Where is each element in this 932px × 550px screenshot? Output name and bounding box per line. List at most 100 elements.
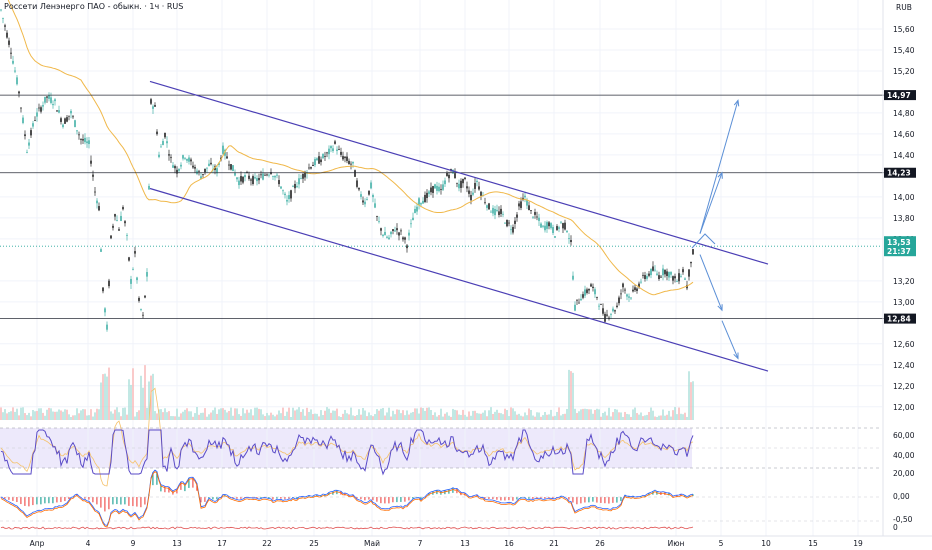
volume-bar: [252, 415, 254, 420]
candle-body: [404, 237, 406, 240]
candle-body: [126, 235, 128, 236]
candle-body: [434, 184, 436, 189]
volume-bar: [656, 416, 658, 420]
macd-hist: [376, 497, 378, 502]
volume-bar: [46, 409, 48, 420]
volume-bar: [396, 409, 398, 420]
candle-body: [674, 276, 676, 279]
volume-bar: [258, 408, 260, 420]
macd-hist: [384, 497, 386, 504]
candle-body: [526, 199, 528, 206]
candle-body: [232, 165, 234, 172]
candle-body: [18, 91, 20, 94]
volume-bar: [26, 415, 28, 420]
volume-bar: [238, 414, 240, 420]
candle-body: [62, 124, 64, 128]
candle-body: [670, 272, 672, 275]
macd-hist: [128, 497, 130, 506]
volume-bar: [496, 409, 498, 420]
macd-hist: [672, 496, 674, 498]
macd-hist: [396, 497, 398, 503]
price-axis[interactable]: RUB 15,60 15,40 15,20 14,80 14,60 14,40 14,00 13…: [882, 0, 916, 536]
candle-body: [272, 176, 274, 177]
volume-bar: [264, 416, 266, 420]
volume-bars: [0, 365, 694, 420]
volume-bar: [256, 407, 258, 420]
macd-hist: [496, 497, 498, 500]
candle-body: [444, 180, 446, 185]
time-tick: 13: [460, 539, 470, 548]
candle-body: [110, 235, 112, 239]
volume-bar: [620, 412, 622, 420]
volume-bar: [360, 414, 362, 420]
time-tick: 26: [595, 539, 605, 548]
volume-bar: [670, 416, 672, 420]
macd-hist: [308, 495, 310, 497]
candle-body: [262, 173, 264, 180]
volume-bar: [218, 409, 220, 420]
volume-bar: [676, 414, 678, 420]
volume-bar: [642, 416, 644, 420]
volume-bar: [542, 415, 544, 420]
volume-bar: [204, 408, 206, 420]
volume-bar: [336, 408, 338, 420]
volume-bar: [82, 409, 84, 420]
macd-hist: [436, 490, 438, 495]
candle-body: [320, 159, 322, 163]
macd-hist: [372, 497, 374, 501]
candle-body: [26, 151, 28, 153]
candle-body: [654, 269, 656, 271]
candle-body: [38, 107, 40, 109]
level-tag: [884, 90, 916, 101]
volume-bar: [364, 410, 366, 420]
volume-bar: [518, 413, 520, 420]
volume-bar: [164, 408, 166, 420]
candle-body: [52, 104, 54, 106]
candle-body: [182, 155, 184, 159]
volume-bar: [684, 412, 686, 420]
level-tag: [884, 167, 916, 178]
time-axis[interactable]: Апр 4 9 13 17 22 25 Май 7 13 16 21 26 Июн 5 10 15 19: [0, 535, 932, 548]
candle-body: [568, 238, 570, 239]
volume-bar: [442, 416, 444, 420]
projection-arrows[interactable]: [691, 99, 740, 360]
candle-body: [170, 157, 172, 159]
macd-hist: [92, 497, 94, 503]
descending-channel[interactable]: [149, 80, 769, 372]
volume-bar: [138, 410, 140, 420]
indicator-tick: 0: [893, 523, 898, 532]
candle-body: [578, 302, 580, 304]
candle-body: [376, 216, 378, 217]
candle-body: [456, 182, 458, 184]
volume-bar: [236, 408, 238, 420]
volume-bar: [186, 408, 188, 420]
candle-body: [206, 167, 208, 169]
candle-body: [294, 183, 296, 189]
volume-bar: [652, 410, 654, 420]
candle-body: [94, 191, 96, 193]
volume-bar: [200, 412, 202, 420]
volume-bar: [260, 409, 262, 420]
volume-bar: [60, 410, 62, 420]
candle-body: [576, 299, 578, 301]
candle-body: [190, 159, 192, 162]
volume-bar: [286, 411, 288, 420]
candle-body: [74, 120, 76, 127]
volume-bar: [528, 408, 530, 420]
volume-bar: [54, 411, 56, 420]
candle-body: [494, 208, 496, 216]
macd-hist: [236, 497, 238, 499]
candle-body: [238, 180, 240, 186]
candle-body: [268, 174, 270, 176]
volume-bar: [190, 411, 192, 420]
candle-body: [542, 225, 544, 227]
volume-bar: [398, 409, 400, 420]
horizontal-levels[interactable]: 14,97 14,23 12,84: [0, 90, 916, 324]
candle-body: [464, 177, 466, 180]
candle-body: [150, 99, 152, 104]
candle-body: [184, 157, 186, 159]
volume-bar: [454, 409, 456, 420]
volume-bar: [494, 411, 496, 420]
macd-hist: [516, 497, 518, 500]
